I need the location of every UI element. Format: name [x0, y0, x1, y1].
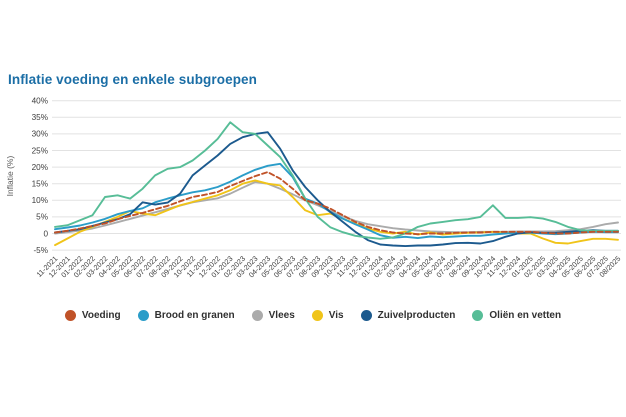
series-line-brood-en-granen — [54, 162, 619, 240]
legend-item-brood-en-granen[interactable]: Brood en granen — [137, 310, 235, 321]
legend-dot — [64, 310, 76, 321]
y-tick-label: 30% — [32, 130, 48, 139]
legend-item-vlees[interactable]: Vlees — [251, 310, 295, 321]
chart-legend: Voeding Brood en granen Vlees Vis Zuivelprod… — [0, 310, 626, 321]
series-line-voeding — [54, 171, 619, 236]
legend-label: Voeding — [81, 310, 121, 321]
legend-dot — [360, 310, 372, 321]
y-tick-label: 10% — [32, 196, 48, 205]
series-line-vlees — [54, 181, 619, 235]
legend-item-zuivelproducten[interactable]: Zuivelproducten — [360, 310, 456, 321]
series-line-zuivelproducten — [54, 131, 619, 248]
y-tick-label: 0 — [43, 229, 48, 238]
series-line-oli-n-en-vetten — [54, 121, 619, 240]
legend-item-voeding[interactable]: Voeding — [64, 310, 121, 321]
y-tick-label: 15% — [32, 180, 48, 189]
legend-label: Brood en granen — [154, 310, 235, 321]
y-tick-label: 35% — [32, 113, 48, 122]
legend-dot — [472, 310, 484, 321]
legend-dot — [311, 310, 323, 321]
y-axis-title: Inflatie (%) — [5, 156, 15, 197]
chart-title: Inflatie voeding en enkele subgroepen — [8, 72, 258, 87]
legend-dot — [251, 310, 263, 321]
legend-label: Zuivelproducten — [377, 310, 456, 321]
y-tick-label: 25% — [32, 146, 48, 155]
legend-dot — [137, 310, 149, 321]
legend-item-vis[interactable]: Vis — [311, 310, 344, 321]
chart-card: Inflatie voeding en enkele subgroepen 40… — [0, 72, 626, 321]
legend-label: Vis — [328, 310, 344, 321]
legend-label: Oliën en vetten — [489, 310, 562, 321]
y-tick-label: 5% — [36, 213, 48, 222]
legend-item-oli-n-en-vetten[interactable]: Oliën en vetten — [472, 310, 561, 321]
y-tick-label: 40% — [32, 97, 48, 106]
y-tick-label: -5% — [33, 246, 48, 255]
legend-label: Vlees — [268, 310, 295, 321]
line-chart: 40%35%30%25%20%15%10%5%0-5%Inflatie (%)1… — [5, 97, 622, 280]
y-tick-label: 20% — [32, 163, 48, 172]
